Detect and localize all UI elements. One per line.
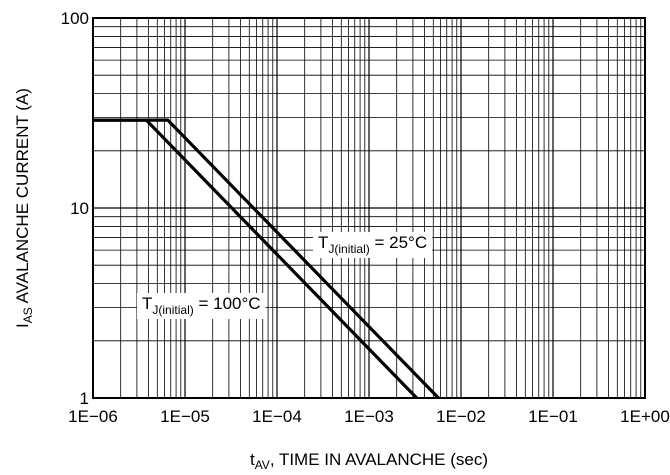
- x-axis-label-rest: , TIME IN AVALANCHE (sec): [270, 450, 488, 469]
- y-tick-labels: 1 10 100: [61, 9, 89, 408]
- x-tick-label: 1E+00: [620, 407, 670, 426]
- x-tick-label: 1E−04: [252, 407, 302, 426]
- series-label-100c-rest: = 100°C: [194, 294, 261, 313]
- series-label-25c-rest: = 25°C: [370, 233, 427, 252]
- series-label-25c-main: T: [318, 233, 328, 252]
- series-label-100c-sub: J(initial): [152, 303, 193, 317]
- x-axis-label-main: t: [250, 450, 255, 469]
- series-label-25c-background: [313, 232, 433, 258]
- y-tick-label: 100: [61, 9, 89, 28]
- series-label-100c-text: TJ(initial) = 100°C: [142, 294, 261, 317]
- x-tick-label: 1E−06: [68, 407, 118, 426]
- x-tick-label: 1E−03: [344, 407, 394, 426]
- y-axis-label-main: I: [13, 323, 32, 328]
- x-tick-label: 1E−05: [160, 407, 210, 426]
- series-label-100c-background: [137, 293, 266, 319]
- x-tick-label: 1E−02: [436, 407, 486, 426]
- x-axis-label-sub: AV: [255, 458, 270, 472]
- y-axis-label-sub: AS: [21, 307, 35, 323]
- series-label-100c: TJ(initial) = 100°C: [137, 293, 266, 319]
- plot-frame: [92, 17, 646, 399]
- series-line-0: [93, 118, 440, 400]
- series-label-100c-main: T: [142, 294, 152, 313]
- series-label-25c: TJ(initial) = 25°C: [313, 232, 433, 258]
- grid: [93, 18, 645, 398]
- y-tick-label: 1: [80, 389, 89, 408]
- y-axis-label: IAS AVALANCHE CURRENT (A): [13, 88, 35, 328]
- x-tick-labels: 1E−06 1E−05 1E−04 1E−03 1E−02 1E−01 1E+00: [68, 407, 670, 426]
- x-axis-label: tAV, TIME IN AVALANCHE (sec): [250, 450, 488, 472]
- y-axis-label-rest: AVALANCHE CURRENT (A): [13, 88, 32, 307]
- y-tick-label: 10: [70, 199, 89, 218]
- series-line-1: [93, 118, 418, 400]
- x-tick-label: 1E−01: [528, 407, 578, 426]
- series-label-25c-sub: J(initial): [328, 242, 369, 256]
- series-label-25c-text: TJ(initial) = 25°C: [318, 233, 427, 256]
- series-layer: [93, 118, 440, 400]
